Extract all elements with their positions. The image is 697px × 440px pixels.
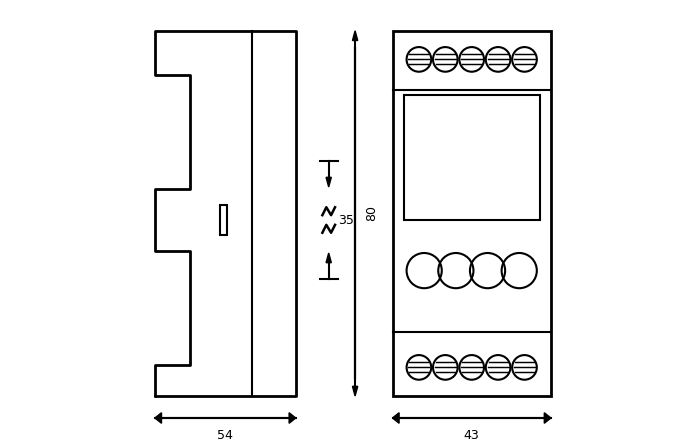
Polygon shape (544, 413, 551, 423)
Text: 80: 80 (365, 205, 378, 221)
Text: 35: 35 (338, 213, 354, 227)
Bar (404, 95, 540, 220)
Bar (392, 31, 551, 396)
Text: 43: 43 (464, 429, 480, 440)
Bar (220, 205, 227, 235)
Polygon shape (353, 386, 358, 396)
Polygon shape (155, 413, 162, 423)
Polygon shape (326, 253, 331, 263)
Text: 54: 54 (217, 429, 233, 440)
Polygon shape (392, 413, 399, 423)
Polygon shape (289, 413, 296, 423)
Polygon shape (326, 177, 331, 187)
Polygon shape (353, 31, 358, 40)
